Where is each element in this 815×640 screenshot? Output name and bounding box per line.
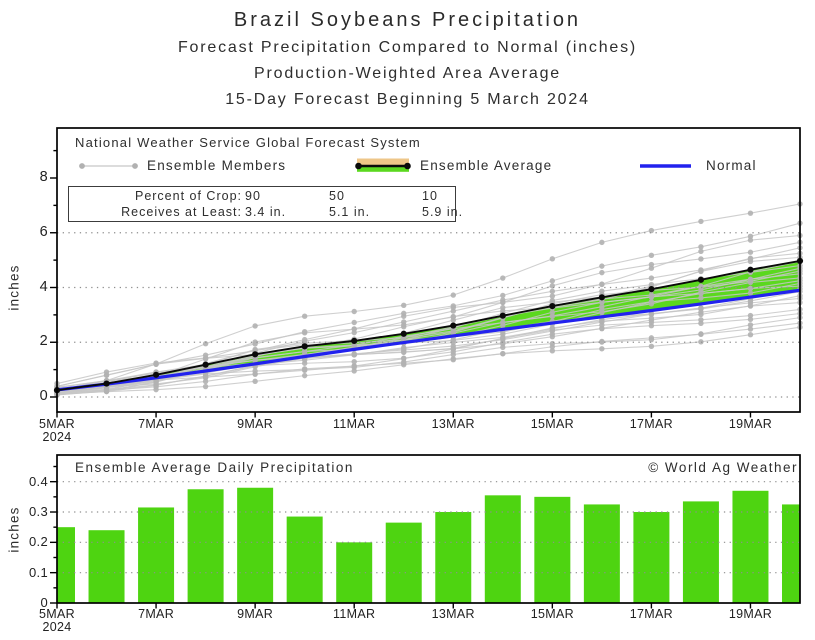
legend-swatches [79,158,691,172]
axes-and-ticks [50,127,801,609]
crop-amount-value: 5.9 in. [422,205,464,219]
receives-at-least-row: Receives at Least: 3.4 in. 5.1 in. 5.9 i… [69,204,462,220]
crop-amount-value: 5.1 in. [329,205,371,219]
subtitle-area-average: Production-Weighted Area Average [254,65,561,82]
crop-row2-label: Receives at Least: [121,205,242,219]
grid-lines [57,232,800,574]
bottom-chart-y-axis-label: inches [6,506,22,553]
legend-source-label: National Weather Service Global Forecast… [75,135,421,150]
crop-amount-value: 3.4 in. [245,205,287,219]
crop-row1-label: Percent of Crop: [134,189,242,203]
ensemble-average-line [53,257,804,394]
crop-statistics-box: Percent of Crop: 90 50 10 Receives at Le… [68,186,462,222]
bottom-chart-title: Ensemble Average Daily Precipitation [75,460,354,475]
legend-average-label: Ensemble Average [420,158,553,173]
percent-of-crop-row: Percent of Crop: 90 50 10 [69,188,455,204]
normal-line [56,288,801,392]
legend-members-label: Ensemble Members [147,158,287,173]
precip-bars [57,487,800,603]
copyright-label: © World Ag Weather [648,460,798,475]
legend-normal-label: Normal [706,158,757,173]
crop-percent-value: 50 [329,189,345,203]
page-title: Brazil Soybeans Precipitation [233,9,582,31]
subtitle-comparison: Forecast Precipitation Compared to Norma… [177,39,638,56]
subtitle-forecast-period: 15-Day Forecast Beginning 5 March 2024 [225,91,590,108]
top-chart-y-axis-label: inches [6,264,22,311]
crop-percent-value: 10 [422,189,438,203]
crop-percent-value: 90 [245,189,261,203]
